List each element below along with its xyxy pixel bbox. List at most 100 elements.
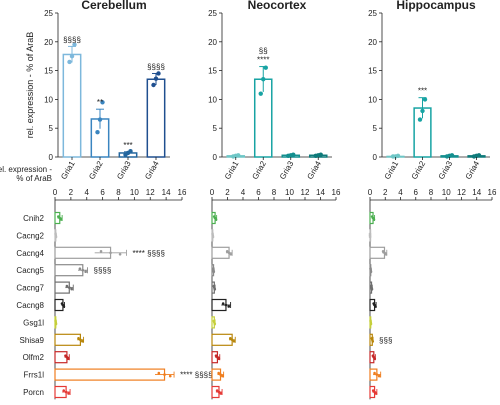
category-label-cacng8: Cacng8 xyxy=(16,301,44,310)
data-point xyxy=(78,267,82,271)
data-point xyxy=(67,286,71,289)
significance-label: §§ xyxy=(259,47,268,56)
significance-label: *** xyxy=(123,141,132,150)
data-point xyxy=(217,357,221,361)
data-point xyxy=(232,340,236,343)
panel-cerebellum: Cerebellum 0 5 10 15 20 25 rel. expression - % … xyxy=(25,0,170,181)
data-point xyxy=(215,389,219,392)
data-point xyxy=(62,305,66,308)
x-tick-label: 10 xyxy=(130,188,139,197)
hpanel-neocortex: 0 2 4 6 8 10 12 14 16 xyxy=(210,188,341,400)
x-tick-label: 10 xyxy=(285,188,294,197)
data-point xyxy=(153,76,159,81)
panel-neocortex: Neocortex 0 5 10 15 20 25 Gria1 Gria2 §§**** Gria3… xyxy=(208,0,332,181)
panel-title: Neocortex xyxy=(248,0,307,12)
data-point xyxy=(79,338,82,342)
data-point xyxy=(67,59,72,65)
x-tick-label: Gria3 xyxy=(115,159,133,181)
bar-frrs1l xyxy=(54,368,166,381)
data-point xyxy=(64,390,68,394)
x-tick-label: 2 xyxy=(69,188,74,197)
data-point xyxy=(373,357,377,361)
y-axis-label: rel. expression - % of AraB xyxy=(25,32,35,139)
bar-gria1 xyxy=(62,53,82,158)
data-point xyxy=(318,152,323,157)
x-tick-label: 8 xyxy=(272,188,277,197)
data-point xyxy=(229,253,233,256)
data-point xyxy=(67,392,70,395)
x-tick-label: Gria1 xyxy=(223,159,241,181)
panel-title: Hippocampus xyxy=(396,0,476,12)
data-point xyxy=(228,337,232,340)
significance-label: **** xyxy=(257,56,269,65)
data-point xyxy=(258,91,263,96)
data-point xyxy=(77,337,80,340)
significance-label: §§§§ xyxy=(94,266,112,275)
data-point xyxy=(168,374,172,378)
bar-shisa9 xyxy=(54,333,81,346)
x-tick-label: 4 xyxy=(398,188,403,197)
data-point xyxy=(230,338,234,342)
x-tick-label: Gria2 xyxy=(250,159,268,181)
data-point xyxy=(374,305,377,308)
data-point xyxy=(97,117,103,122)
x-tick-label: 16 xyxy=(332,188,341,197)
y-tick-label: 0 xyxy=(49,153,54,162)
data-point xyxy=(375,373,379,376)
data-point xyxy=(227,305,231,308)
y-tick-label: 20 xyxy=(368,38,377,47)
data-point xyxy=(369,270,373,274)
data-point xyxy=(291,152,296,157)
data-point xyxy=(263,65,268,70)
y-tick-label: 10 xyxy=(44,95,53,104)
x-tick-label: 6 xyxy=(100,188,105,197)
x-tick-label: 10 xyxy=(442,188,451,197)
y-tick-label: 10 xyxy=(368,95,377,104)
x-tick-label: 0 xyxy=(53,188,58,197)
data-point xyxy=(371,340,375,343)
x-tick-label: 2 xyxy=(225,188,230,197)
data-point xyxy=(395,153,401,159)
data-point xyxy=(213,287,217,291)
data-point xyxy=(95,130,100,135)
significance-label: *** xyxy=(418,87,427,96)
x-tick-label: 14 xyxy=(162,188,171,197)
data-point xyxy=(261,77,266,82)
hpanel-cerebellum: 0 2 4 6 8 10 12 14 16 **** §§§§ §§§§ **** §§§§ xyxy=(53,188,213,400)
category-label-olfm2: Olfm2 xyxy=(23,353,45,362)
data-point xyxy=(422,97,428,102)
data-point xyxy=(214,218,218,221)
category-label-cacng4: Cacng4 xyxy=(16,249,44,258)
data-point xyxy=(369,322,373,326)
data-point xyxy=(157,371,161,375)
data-point xyxy=(65,284,69,288)
data-point xyxy=(62,389,66,392)
y-tick-label: 15 xyxy=(44,67,53,76)
x-tick-label: 0 xyxy=(368,188,373,197)
data-point xyxy=(99,250,103,253)
data-point xyxy=(217,371,220,375)
panel-hippocampus: Hippocampus 0 5 10 15 20 25 Gria1 Gria2 *** Gria3 G… xyxy=(368,0,490,181)
bar-gria4 xyxy=(146,78,166,158)
data-point xyxy=(384,253,388,256)
data-point xyxy=(59,218,63,221)
data-point xyxy=(72,42,77,47)
data-point xyxy=(370,287,374,291)
data-point xyxy=(476,153,482,158)
data-point xyxy=(219,373,222,376)
data-point xyxy=(417,117,423,122)
x-tick-label: Gria1 xyxy=(383,159,401,181)
x-tick-label: 4 xyxy=(241,188,246,197)
x-tick-label: 8 xyxy=(116,188,121,197)
data-point xyxy=(372,218,376,221)
hpanel-hippocampus: 0 2 4 6 8 10 12 14 16 §§§ xyxy=(368,188,497,400)
y-tick-label: 20 xyxy=(44,38,53,47)
data-point xyxy=(213,322,217,326)
y-tick-label: 15 xyxy=(208,67,217,76)
panel-title: Cerebellum xyxy=(81,0,146,12)
significance-label: ** xyxy=(97,98,103,107)
data-point xyxy=(128,149,133,154)
data-point xyxy=(373,371,376,375)
data-point xyxy=(151,82,156,88)
category-label-porcn: Porcn xyxy=(23,388,44,397)
